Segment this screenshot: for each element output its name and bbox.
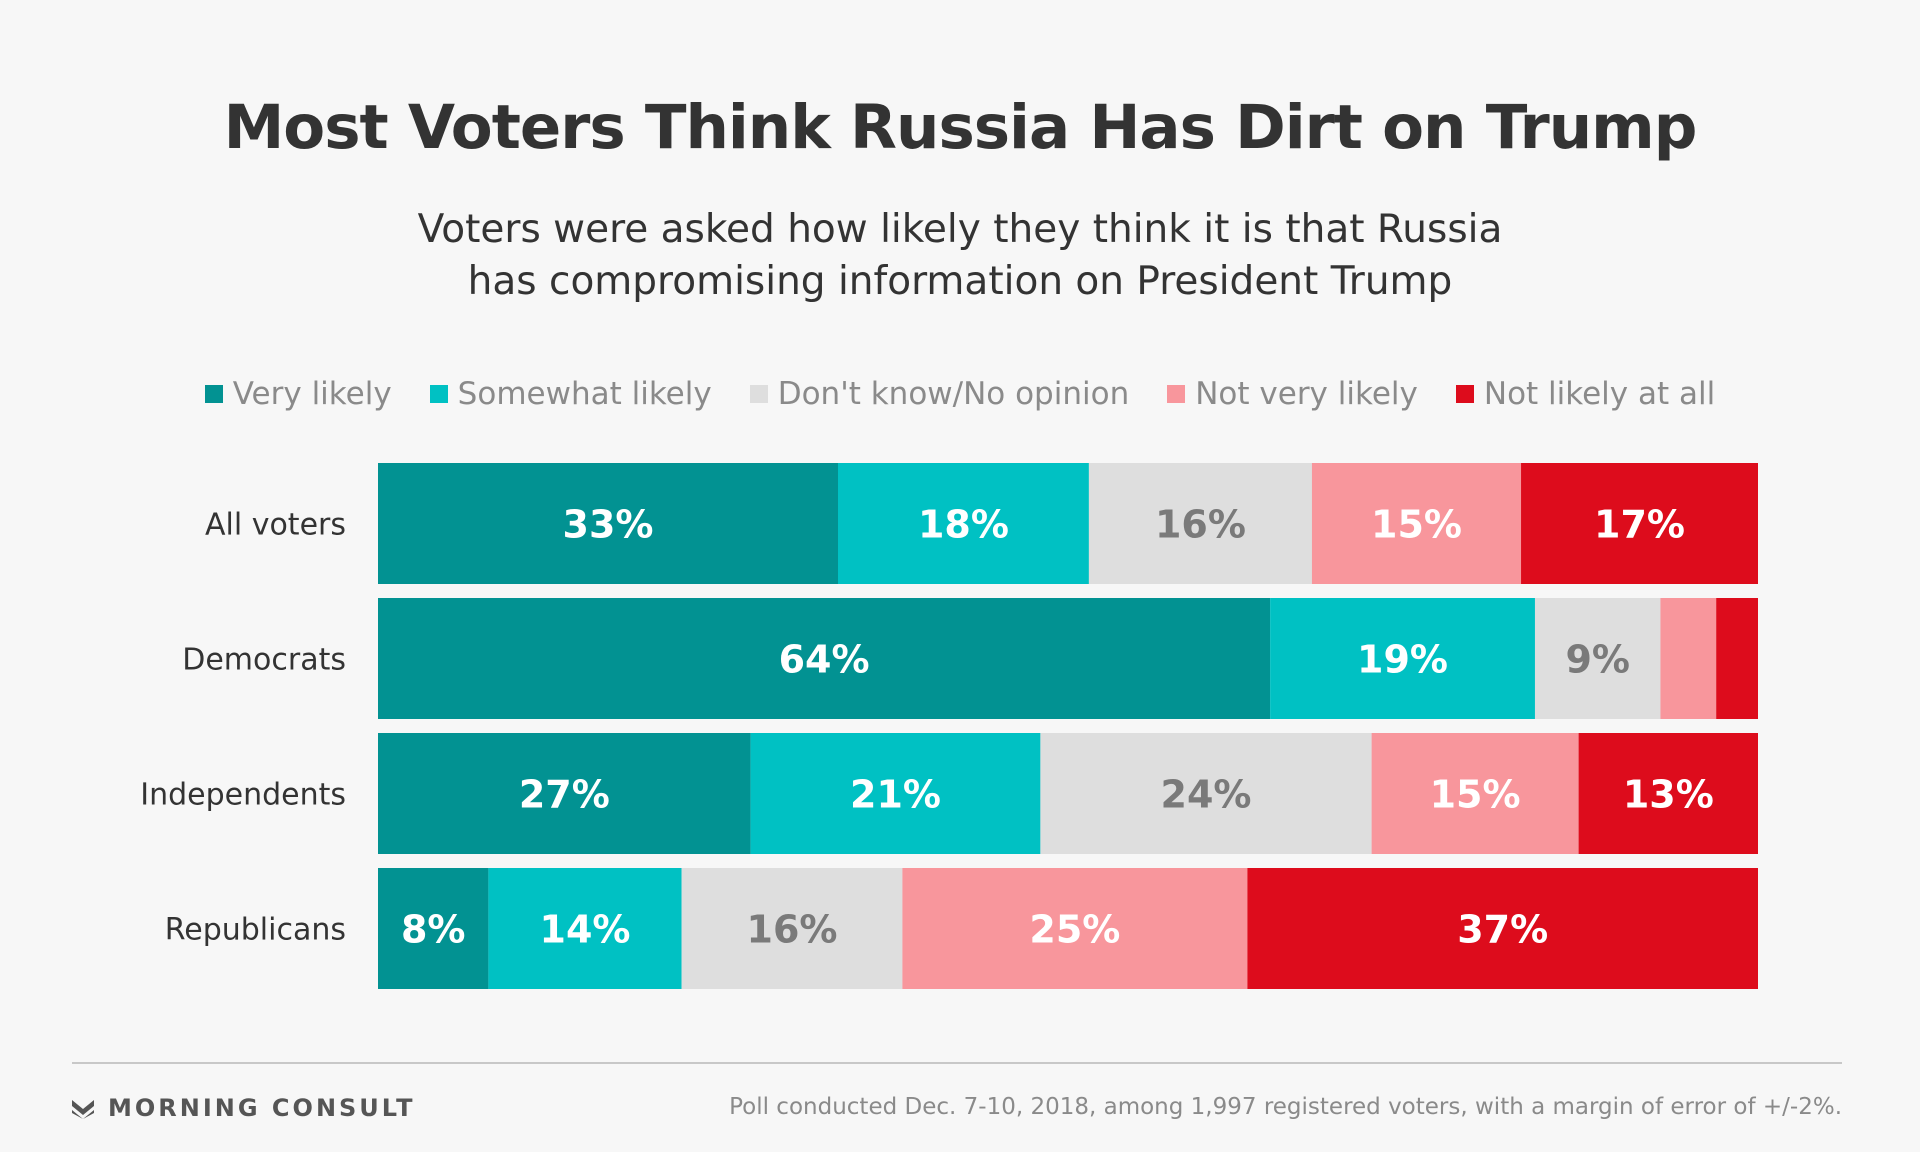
chart-title: Most Voters Think Russia Has Dirt on Tru… xyxy=(223,92,1698,163)
category-label-all-voters: All voters xyxy=(205,508,346,543)
brand-logo: MORNING CONSULT xyxy=(72,1094,416,1122)
bar-all-voters-don-t-know-no-opinion xyxy=(1088,463,1312,584)
bar-democrats-don-t-know-no-opinion xyxy=(1534,598,1661,719)
data-label-all-voters-not-very-likely: 15% xyxy=(1371,503,1462,547)
data-label-all-voters-not-likely-at-all: 17% xyxy=(1594,503,1685,547)
footer-divider xyxy=(72,1062,1842,1064)
bar-democrats-not-very-likely xyxy=(1660,598,1717,719)
data-label-republicans-somewhat-likely: 14% xyxy=(540,908,631,952)
data-label-independents-not-likely-at-all: 13% xyxy=(1623,773,1714,817)
data-label-republicans-don-t-know-no-opinion: 16% xyxy=(747,908,838,952)
legend-item-very-likely: Very likely xyxy=(204,376,392,412)
bar-democrats-somewhat-likely xyxy=(1270,598,1535,719)
legend-item-dont-know: Don't know/No opinion xyxy=(749,376,1130,412)
bar-republicans-somewhat-likely xyxy=(488,868,682,989)
legend-label-somewhat-likely: Somewhat likely xyxy=(457,376,712,412)
data-label-republicans-not-likely-at-all: 37% xyxy=(1457,908,1548,952)
bar-independents-very-likely xyxy=(378,733,751,854)
legend-label-not-very-likely: Not very likely xyxy=(1195,376,1418,412)
bar-independents-not-very-likely xyxy=(1371,733,1579,854)
bar-republicans-not-likely-at-all xyxy=(1247,868,1758,989)
bar-all-voters-not-likely-at-all xyxy=(1521,463,1758,584)
data-label-independents-very-likely: 27% xyxy=(519,773,610,817)
bar-republicans-don-t-know-no-opinion xyxy=(681,868,903,989)
data-label-all-voters-very-likely: 33% xyxy=(563,503,654,547)
bar-independents-somewhat-likely xyxy=(750,733,1041,854)
legend-swatch-very-likely xyxy=(204,385,223,403)
bar-democrats-very-likely xyxy=(378,598,1271,719)
source-note: Poll conducted Dec. 7-10, 2018, among 1,… xyxy=(729,1094,1842,1120)
legend-label-dont-know: Don't know/No opinion xyxy=(777,376,1130,412)
data-label-independents-don-t-know-no-opinion: 24% xyxy=(1161,773,1252,817)
legend-label-very-likely: Very likely xyxy=(232,376,392,412)
legend-item-not-likely-at-all: Not likely at all xyxy=(1455,376,1716,412)
brand-name: MORNING CONSULT xyxy=(108,1094,416,1122)
bar-independents-don-t-know-no-opinion xyxy=(1040,733,1372,854)
subtitle-line-1: Voters were asked how likely they think … xyxy=(417,207,1503,252)
data-label-republicans-not-very-likely: 25% xyxy=(1029,908,1120,952)
data-label-all-voters-don-t-know-no-opinion: 16% xyxy=(1155,503,1246,547)
chart-legend: Very likely Somewhat likely Don't know/N… xyxy=(0,376,1920,412)
category-label-democrats: Democrats xyxy=(182,643,346,678)
legend-item-somewhat-likely: Somewhat likely xyxy=(429,376,712,412)
data-label-democrats-somewhat-likely: 19% xyxy=(1357,638,1448,682)
legend-swatch-somewhat-likely xyxy=(429,385,448,403)
bar-all-voters-not-very-likely xyxy=(1311,463,1522,584)
legend-swatch-not-likely-at-all xyxy=(1455,385,1474,403)
data-label-republicans-very-likely: 8% xyxy=(401,908,466,952)
data-label-democrats-very-likely: 64% xyxy=(779,638,870,682)
legend-swatch-dont-know xyxy=(749,385,768,403)
chart-subtitle: Voters were asked how likely they think … xyxy=(0,204,1920,308)
data-label-democrats-don-t-know-no-opinion: 9% xyxy=(1565,638,1630,682)
bar-republicans-not-very-likely xyxy=(902,868,1248,989)
stacked-bar-chart: All voters 33% 18% 16% 15% 17% Democrats 64% 19%… xyxy=(140,463,1758,989)
bar-independents-not-likely-at-all xyxy=(1578,733,1758,854)
data-label-independents-somewhat-likely: 21% xyxy=(850,773,941,817)
morning-consult-logo-icon xyxy=(72,1100,94,1119)
bar-all-voters-somewhat-likely xyxy=(838,463,1089,584)
legend-item-not-very-likely: Not very likely xyxy=(1167,376,1418,412)
category-label-republicans: Republicans xyxy=(165,913,346,948)
category-label-independents: Independents xyxy=(140,778,346,813)
legend-swatch-not-very-likely xyxy=(1167,385,1186,403)
data-label-independents-not-very-likely: 15% xyxy=(1430,773,1521,817)
legend-label-not-likely-at-all: Not likely at all xyxy=(1483,376,1716,412)
bar-democrats-not-likely-at-all xyxy=(1716,598,1758,719)
data-label-all-voters-somewhat-likely: 18% xyxy=(918,503,1009,547)
subtitle-line-2: has compromising information on Presiden… xyxy=(467,259,1453,304)
bar-republicans-very-likely xyxy=(378,868,489,989)
bar-all-voters-very-likely xyxy=(378,463,838,584)
